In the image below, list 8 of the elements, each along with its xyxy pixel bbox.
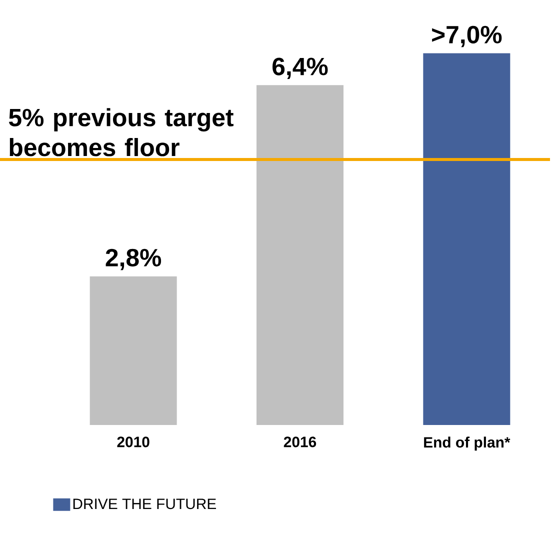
x-tick-label: 2010 [117,436,150,448]
data-label: 2,8% [106,248,162,270]
ref-line-label: 5% previous target becomes floor [8,108,234,156]
x-tick-label: End of plan* [424,436,510,451]
legend-label: DRIVE THE FUTURE [73,498,216,510]
data-label: 6,4% [272,58,328,79]
data-label: >7,0% [432,26,502,48]
x-tick-label: 2016 [284,436,316,448]
